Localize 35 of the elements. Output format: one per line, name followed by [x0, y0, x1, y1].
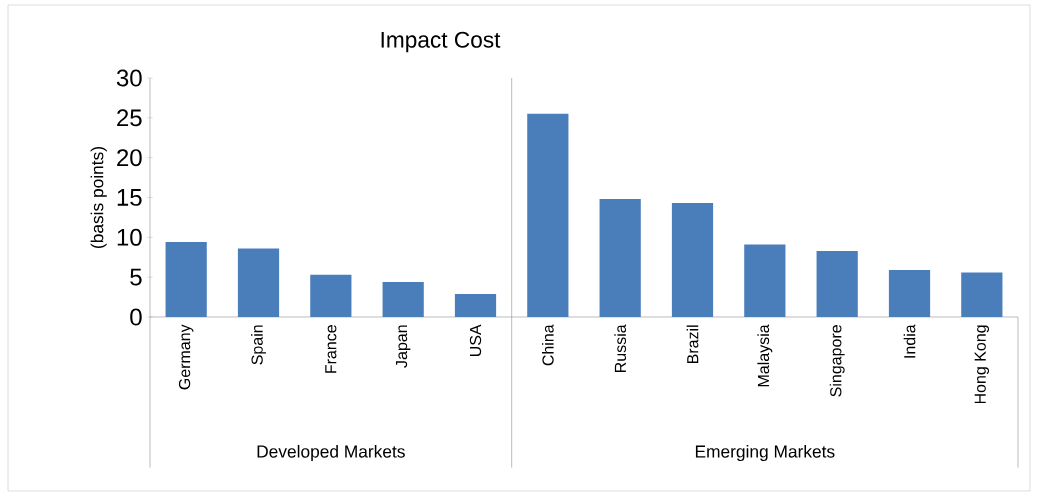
x-tick-label: USA [469, 324, 482, 357]
bar [454, 293, 497, 317]
y-tick-label: 20 [117, 149, 142, 167]
text: Developed Markets [257, 444, 405, 462]
y-tick-label: 0 [130, 308, 142, 326]
bar [816, 250, 858, 317]
x-tick-label: France [325, 325, 337, 373]
bar [744, 244, 786, 317]
bar [961, 272, 1003, 317]
x-tick-label: India [903, 324, 916, 358]
y-tick-label: 25 [117, 109, 142, 127]
y-tick-label: 30 [116, 69, 142, 87]
x-tick-label: Hong Kong [974, 325, 990, 404]
y-tick-label: 5 [130, 268, 142, 286]
bar [165, 242, 207, 317]
x-tick-label: Malaysia [757, 324, 773, 387]
y-tick-label: 15 [117, 189, 142, 206]
x-tick-label: Spain [251, 325, 266, 365]
bar [527, 113, 569, 317]
text: Emerging Markets [695, 444, 835, 462]
x-tick-label: Brazil [686, 325, 699, 364]
y-tick-label: 10 [117, 228, 142, 246]
x-tick-label: Germany [178, 324, 194, 390]
chart-title: Impact Cost [381, 31, 501, 53]
bar [888, 270, 931, 317]
bar [671, 203, 714, 317]
bar [310, 274, 352, 317]
bar [382, 281, 424, 317]
y-axis-title: (basis points) [90, 147, 107, 248]
x-tick-label: Japan [396, 325, 411, 368]
bar [599, 199, 641, 317]
x-tick-label: Singapore [829, 325, 845, 397]
x-tick-label: China [541, 324, 554, 366]
bar [237, 248, 280, 317]
x-tick-label: Russia [614, 324, 627, 372]
